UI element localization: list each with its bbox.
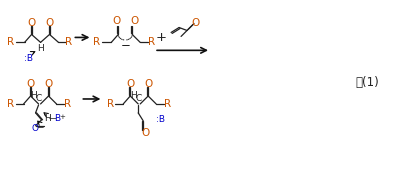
Text: O: O <box>26 79 35 89</box>
Text: −: − <box>120 39 130 52</box>
Text: +: + <box>156 31 167 44</box>
Text: 式(1): 式(1) <box>355 76 379 89</box>
Text: H: H <box>130 90 137 99</box>
Text: O: O <box>144 79 152 89</box>
Text: C: C <box>35 94 42 103</box>
Text: −: − <box>36 122 43 131</box>
Text: O: O <box>45 79 53 89</box>
Text: O: O <box>112 16 121 26</box>
Text: R: R <box>64 99 71 109</box>
Text: R: R <box>7 37 14 47</box>
Text: +: + <box>59 114 65 120</box>
Text: O: O <box>45 17 54 27</box>
Text: :B: :B <box>156 115 165 124</box>
Text: O: O <box>130 16 138 26</box>
Text: R: R <box>148 37 155 47</box>
Text: H: H <box>30 90 37 99</box>
Text: O: O <box>141 128 149 138</box>
Text: H: H <box>44 114 51 123</box>
Text: O: O <box>31 124 38 133</box>
Text: H: H <box>37 44 44 53</box>
Text: R: R <box>65 37 72 47</box>
Text: R: R <box>164 99 171 109</box>
Text: —: — <box>49 114 56 123</box>
Text: C: C <box>135 94 141 103</box>
Text: R: R <box>7 99 14 109</box>
Text: O: O <box>191 17 199 27</box>
Text: R: R <box>107 99 114 109</box>
Text: R: R <box>93 37 100 47</box>
Text: :B: :B <box>24 54 33 63</box>
Text: B: B <box>54 114 61 123</box>
Text: O: O <box>126 79 134 89</box>
Text: O: O <box>28 17 36 27</box>
